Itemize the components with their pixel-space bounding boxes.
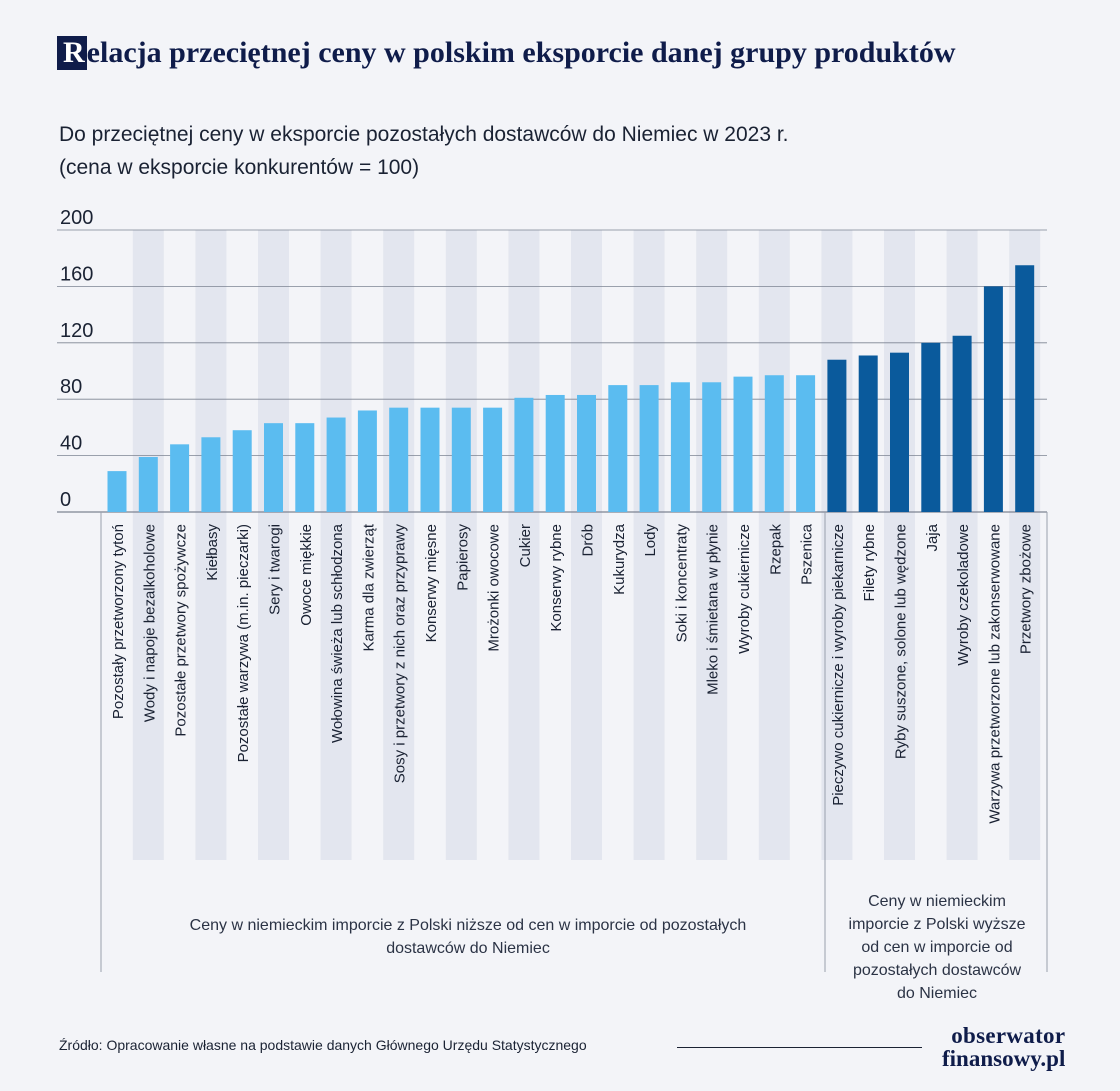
bar bbox=[1015, 265, 1035, 512]
bar bbox=[420, 407, 440, 512]
bar bbox=[232, 430, 252, 512]
x-tick-label: Jaja bbox=[924, 523, 941, 551]
x-tick-label: Mrożonki owocowe bbox=[486, 524, 503, 652]
title-text: elacja przeciętnej ceny w polskim ekspor… bbox=[86, 36, 956, 69]
bar bbox=[357, 410, 377, 512]
brand-logo: obserwator finansowy.pl bbox=[938, 1024, 1065, 1070]
column-stripe bbox=[195, 230, 227, 860]
group-label-lower: Ceny w niemieckim imporcie z Polski niżs… bbox=[190, 917, 747, 957]
bar bbox=[138, 457, 158, 512]
column-stripe bbox=[821, 230, 853, 860]
x-tick-label: Sosy i przetwory z nich oraz przyprawy bbox=[392, 524, 409, 784]
x-tick-label: Wody i napoje bezalkoholowe bbox=[141, 524, 158, 722]
x-tick-label: Wyroby cukiernicze bbox=[736, 524, 753, 654]
x-tick-label: Lody bbox=[642, 524, 659, 557]
x-tick-label: Pieczywo cukiernicze i wyroby piekarnicz… bbox=[830, 524, 847, 806]
bar bbox=[670, 382, 690, 512]
subtitle-line-2: (cena w eksporcie konkurentów = 100) bbox=[59, 156, 420, 179]
x-tick-label: Ryby suszone, solone lub wędzone bbox=[893, 524, 910, 759]
bar-chart: 0 40 80 120 160 200 Pozostały przetworzony tyt… bbox=[57, 207, 1048, 1002]
column-stripe bbox=[132, 230, 164, 860]
bar bbox=[952, 335, 972, 512]
x-tick-label: Papierosy bbox=[454, 524, 471, 591]
logo-line-2: finansowy.pl bbox=[942, 1046, 1066, 1071]
footer-divider bbox=[677, 1047, 922, 1048]
x-tick-label: Warzywa przetworzone lub zakonserwowane bbox=[986, 524, 1003, 824]
column-stripe bbox=[633, 230, 665, 860]
x-tick-label: Kukurydza bbox=[611, 523, 628, 595]
bar bbox=[608, 385, 628, 512]
bar bbox=[295, 423, 315, 512]
x-tick-label: Cukier bbox=[517, 524, 534, 567]
column-stripe bbox=[258, 230, 289, 860]
bar bbox=[827, 359, 847, 512]
bar bbox=[326, 417, 346, 512]
x-tick-label: Filety rybne bbox=[861, 524, 878, 602]
subtitle-line-1: Do przeciętnej ceny w eksporcie pozostał… bbox=[59, 123, 789, 146]
bar bbox=[451, 407, 471, 512]
y-tick-label: 40 bbox=[60, 433, 82, 455]
bar bbox=[201, 437, 221, 512]
column-stripe bbox=[696, 230, 728, 860]
x-tick-label: Pozostałe warzywa (m.in. pieczarki) bbox=[235, 524, 252, 762]
bar bbox=[858, 355, 878, 512]
bar bbox=[170, 444, 190, 512]
column-stripe bbox=[758, 230, 790, 860]
y-tick-label: 200 bbox=[60, 207, 93, 229]
y-tick-label: 160 bbox=[60, 263, 93, 285]
x-tick-label: Konserwy mięsne bbox=[423, 524, 440, 642]
bar bbox=[733, 376, 753, 512]
x-tick-label: Mleko i śmietana w płynie bbox=[705, 524, 722, 695]
bar bbox=[264, 423, 283, 512]
bar bbox=[890, 352, 909, 512]
bar bbox=[577, 394, 596, 512]
logo-line-1: obserwator bbox=[951, 1023, 1066, 1048]
bar bbox=[639, 385, 659, 512]
column-stripe bbox=[508, 230, 540, 860]
column-stripe bbox=[383, 230, 415, 860]
bar bbox=[764, 375, 784, 512]
title-initial: R bbox=[57, 36, 87, 70]
x-tick-label: Wyroby czekoladowe bbox=[955, 524, 972, 666]
source-note: Źródło: Opracowanie własne na podstawie … bbox=[59, 1037, 587, 1053]
bar bbox=[983, 286, 1003, 512]
x-tick-label: Sery i twarogi bbox=[267, 524, 284, 615]
bar bbox=[702, 382, 722, 512]
column-stripe bbox=[946, 230, 978, 860]
bar bbox=[483, 407, 503, 512]
x-tick-label: Pozostałe przetwory spożywcze bbox=[173, 524, 190, 737]
x-tick-label: Wołowina świeża lub schłodzona bbox=[329, 523, 346, 743]
bar bbox=[389, 407, 409, 512]
x-tick-label: Konserwy rybne bbox=[548, 524, 565, 632]
group-label-higher: Ceny w niemieckim imporcie z Polski wyższ… bbox=[849, 893, 1026, 1002]
bar bbox=[514, 397, 534, 512]
x-tick-label: Karma dla zwierząt bbox=[360, 523, 377, 651]
x-tick-label: Pozostały przetworzony tytoń bbox=[110, 524, 127, 719]
x-tick-label: Owoce miękkie bbox=[298, 524, 315, 626]
y-tick-label: 0 bbox=[60, 489, 71, 511]
y-tick-label: 120 bbox=[60, 320, 93, 342]
column-stripe bbox=[884, 230, 915, 860]
chart-subtitle: Do przeciętnej ceny w eksporcie pozostał… bbox=[59, 118, 789, 184]
bar bbox=[107, 471, 127, 512]
x-tick-label: Soki i koncentraty bbox=[673, 524, 690, 643]
x-tick-label: Rzepak bbox=[767, 524, 784, 575]
x-tick-label: Drób bbox=[580, 524, 597, 557]
x-tick-label: Przetwory zbożowe bbox=[1018, 524, 1035, 654]
column-stripe bbox=[445, 230, 477, 860]
column-stripe bbox=[571, 230, 602, 860]
x-tick-label: Kiełbasy bbox=[204, 524, 221, 581]
x-tick-label: Pszenica bbox=[799, 523, 816, 585]
bar bbox=[921, 342, 941, 512]
column-stripe bbox=[320, 230, 352, 860]
y-tick-label: 80 bbox=[60, 376, 82, 398]
bar bbox=[796, 375, 816, 512]
bar bbox=[545, 394, 565, 512]
